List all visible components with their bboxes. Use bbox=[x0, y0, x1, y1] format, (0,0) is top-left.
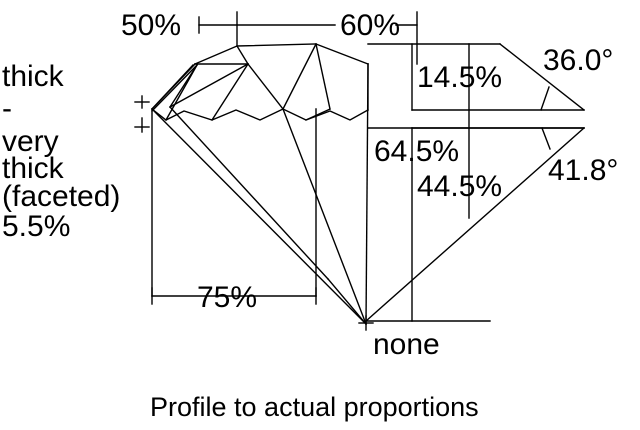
svg-text:none: none bbox=[373, 328, 440, 361]
svg-text:75%: 75% bbox=[197, 281, 257, 314]
svg-text:64.5%: 64.5% bbox=[374, 135, 459, 168]
svg-text:36.0°: 36.0° bbox=[543, 44, 613, 77]
svg-text:(faceted): (faceted) bbox=[2, 180, 120, 213]
svg-text:-: - bbox=[2, 92, 12, 125]
svg-text:41.8°: 41.8° bbox=[548, 154, 618, 187]
svg-text:Profile to actual proportions: Profile to actual proportions bbox=[150, 392, 479, 422]
svg-text:thick: thick bbox=[2, 60, 65, 93]
svg-text:5.5%: 5.5% bbox=[2, 210, 70, 243]
svg-text:44.5%: 44.5% bbox=[417, 170, 502, 203]
svg-text:14.5%: 14.5% bbox=[417, 61, 502, 94]
svg-text:50%: 50% bbox=[121, 9, 181, 42]
svg-text:60%: 60% bbox=[340, 9, 400, 42]
